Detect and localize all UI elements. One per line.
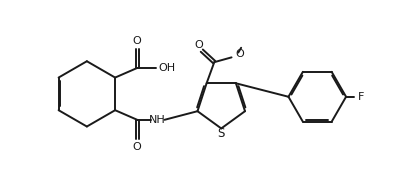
Text: NH: NH bbox=[149, 115, 165, 125]
Text: O: O bbox=[195, 40, 203, 50]
Text: O: O bbox=[133, 142, 142, 152]
Text: O: O bbox=[133, 36, 142, 46]
Text: F: F bbox=[358, 92, 364, 102]
Text: S: S bbox=[218, 127, 225, 140]
Text: O: O bbox=[236, 50, 245, 60]
Text: OH: OH bbox=[158, 63, 175, 73]
